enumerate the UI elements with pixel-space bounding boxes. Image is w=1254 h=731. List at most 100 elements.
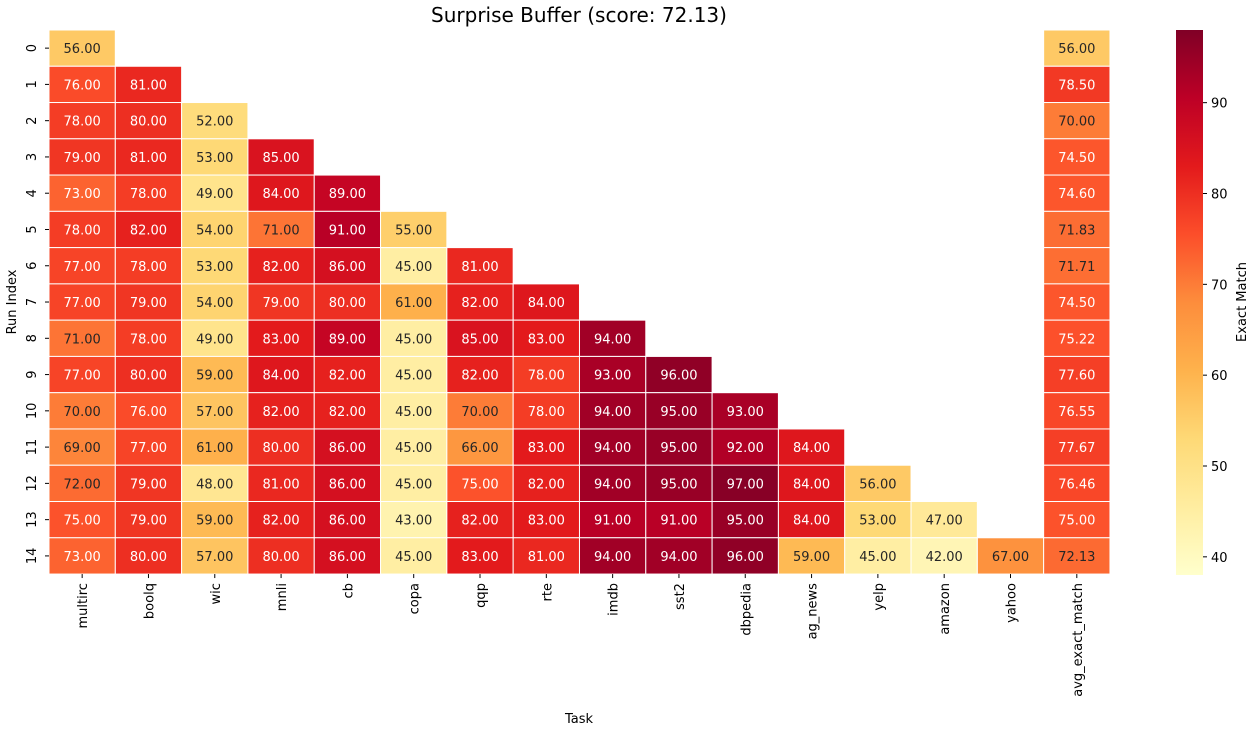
cell-value-label: 61.00 — [395, 296, 432, 311]
cell-value-label: 78.00 — [64, 115, 101, 130]
heatmap-cell — [645, 428, 713, 466]
heatmap-cell — [313, 355, 382, 394]
heatmap-cell — [1043, 210, 1111, 249]
heatmap-cell — [48, 428, 116, 466]
heatmap-cell — [645, 355, 713, 394]
heatmap-cell — [1043, 355, 1111, 394]
heatmap-cell — [181, 501, 249, 539]
heatmap-cell — [976, 537, 1045, 575]
cell-value-label: 94.00 — [594, 477, 631, 492]
cell-value-label: 55.00 — [395, 223, 432, 238]
heatmap-cell — [48, 392, 116, 430]
cell-value-label: 91.00 — [660, 514, 697, 529]
cell-value-label: 76.00 — [130, 405, 167, 420]
cell-value-label: 59.00 — [793, 550, 830, 565]
heatmap-cell — [1043, 174, 1111, 212]
cell-value-label: 42.00 — [926, 550, 963, 565]
heatmap-cell — [645, 392, 713, 430]
x-tick-label: ag_news — [806, 583, 821, 640]
cell-value-label: 76.55 — [1058, 405, 1095, 420]
heatmap-cell — [512, 501, 580, 539]
cell-value-label: 79.00 — [130, 477, 167, 492]
cell-value-label: 94.00 — [594, 405, 631, 420]
cell-value-label: 77.00 — [130, 441, 167, 456]
cell-value-label: 80.00 — [262, 550, 299, 565]
heatmap-cell — [446, 537, 514, 575]
cell-value-label: 81.00 — [262, 477, 299, 492]
cell-value-label: 95.00 — [660, 441, 697, 456]
heatmap-cell — [711, 501, 779, 539]
heatmap-cell — [247, 428, 315, 466]
cell-value-label: 77.00 — [64, 260, 101, 275]
x-tick-label: rte — [540, 583, 555, 601]
cell-value-label: 75.00 — [461, 477, 498, 492]
heatmap-cell — [181, 392, 249, 430]
heatmap-cell — [313, 464, 382, 503]
cell-value-label: 79.00 — [130, 296, 167, 311]
cell-value-label: 70.00 — [461, 405, 498, 420]
cell-value-label: 97.00 — [727, 477, 764, 492]
cell-value-label: 49.00 — [196, 187, 233, 202]
y-tick-label: 13 — [25, 511, 40, 528]
heatmap-cell — [380, 464, 448, 503]
cell-value-label: 74.60 — [1058, 187, 1095, 202]
cell-value-label: 84.00 — [528, 296, 565, 311]
heatmap-cell — [48, 501, 116, 539]
heatmap-cell — [313, 319, 382, 357]
x-axis-label: Task — [564, 712, 594, 727]
cell-value-label: 71.00 — [64, 332, 101, 347]
cell-value-label: 95.00 — [660, 405, 697, 420]
cell-value-label: 91.00 — [594, 514, 631, 529]
heatmap-cell — [181, 138, 249, 176]
heatmap-cell — [247, 247, 315, 285]
heatmap-cell — [181, 174, 249, 212]
heatmap-cell — [247, 501, 315, 539]
cell-value-label: 81.00 — [130, 78, 167, 93]
heatmap-cell — [380, 501, 448, 539]
heatmap-cell — [711, 392, 779, 430]
colorbar-tick-label: 40 — [1211, 551, 1228, 566]
cell-value-label: 69.00 — [64, 441, 101, 456]
heatmap-cell — [114, 319, 183, 357]
cell-value-label: 45.00 — [395, 441, 432, 456]
heatmap-cell — [48, 65, 116, 104]
x-tick-label: mnli — [275, 583, 290, 611]
cell-value-label: 95.00 — [727, 514, 764, 529]
y-tick-label: 1 — [25, 80, 40, 88]
y-tick-label: 6 — [25, 262, 40, 270]
x-tick-label: multirc — [76, 583, 91, 628]
heatmap-cell — [446, 464, 514, 503]
colorbar-tick-label: 80 — [1211, 188, 1228, 203]
cell-value-label: 52.00 — [196, 115, 233, 130]
cell-value-label: 78.50 — [1058, 78, 1095, 93]
cell-value-label: 72.00 — [64, 477, 101, 492]
heatmap-cell — [380, 210, 448, 249]
cell-value-label: 84.00 — [262, 187, 299, 202]
heatmap-cell — [578, 392, 647, 430]
colorbar-tick-label: 60 — [1211, 369, 1228, 384]
cell-value-label: 45.00 — [395, 405, 432, 420]
cell-value-label: 56.00 — [859, 477, 896, 492]
cell-value-label: 84.00 — [793, 477, 830, 492]
heatmap-cell — [910, 501, 978, 539]
heatmap-cell — [181, 102, 249, 140]
x-tick-label: avg_exact_match — [1071, 583, 1086, 697]
x-tick-label: amazon — [938, 583, 953, 635]
cell-value-label: 71.83 — [1058, 223, 1095, 238]
heatmap-cell — [114, 65, 183, 104]
heatmap-cell — [1043, 283, 1111, 321]
x-tick-label: yelp — [872, 583, 887, 611]
cell-value-label: 81.00 — [461, 260, 498, 275]
heatmap-cell — [777, 537, 846, 575]
cell-value-label: 59.00 — [196, 369, 233, 384]
heatmap-cell — [512, 283, 580, 321]
cell-value-label: 84.00 — [262, 369, 299, 384]
cell-value-label: 76.46 — [1058, 477, 1095, 492]
cell-value-label: 79.00 — [64, 151, 101, 166]
heatmap-cell — [512, 428, 580, 466]
cell-value-label: 81.00 — [130, 151, 167, 166]
cell-value-label: 83.00 — [528, 332, 565, 347]
heatmap-cell — [114, 392, 183, 430]
cell-value-label: 74.50 — [1058, 296, 1095, 311]
